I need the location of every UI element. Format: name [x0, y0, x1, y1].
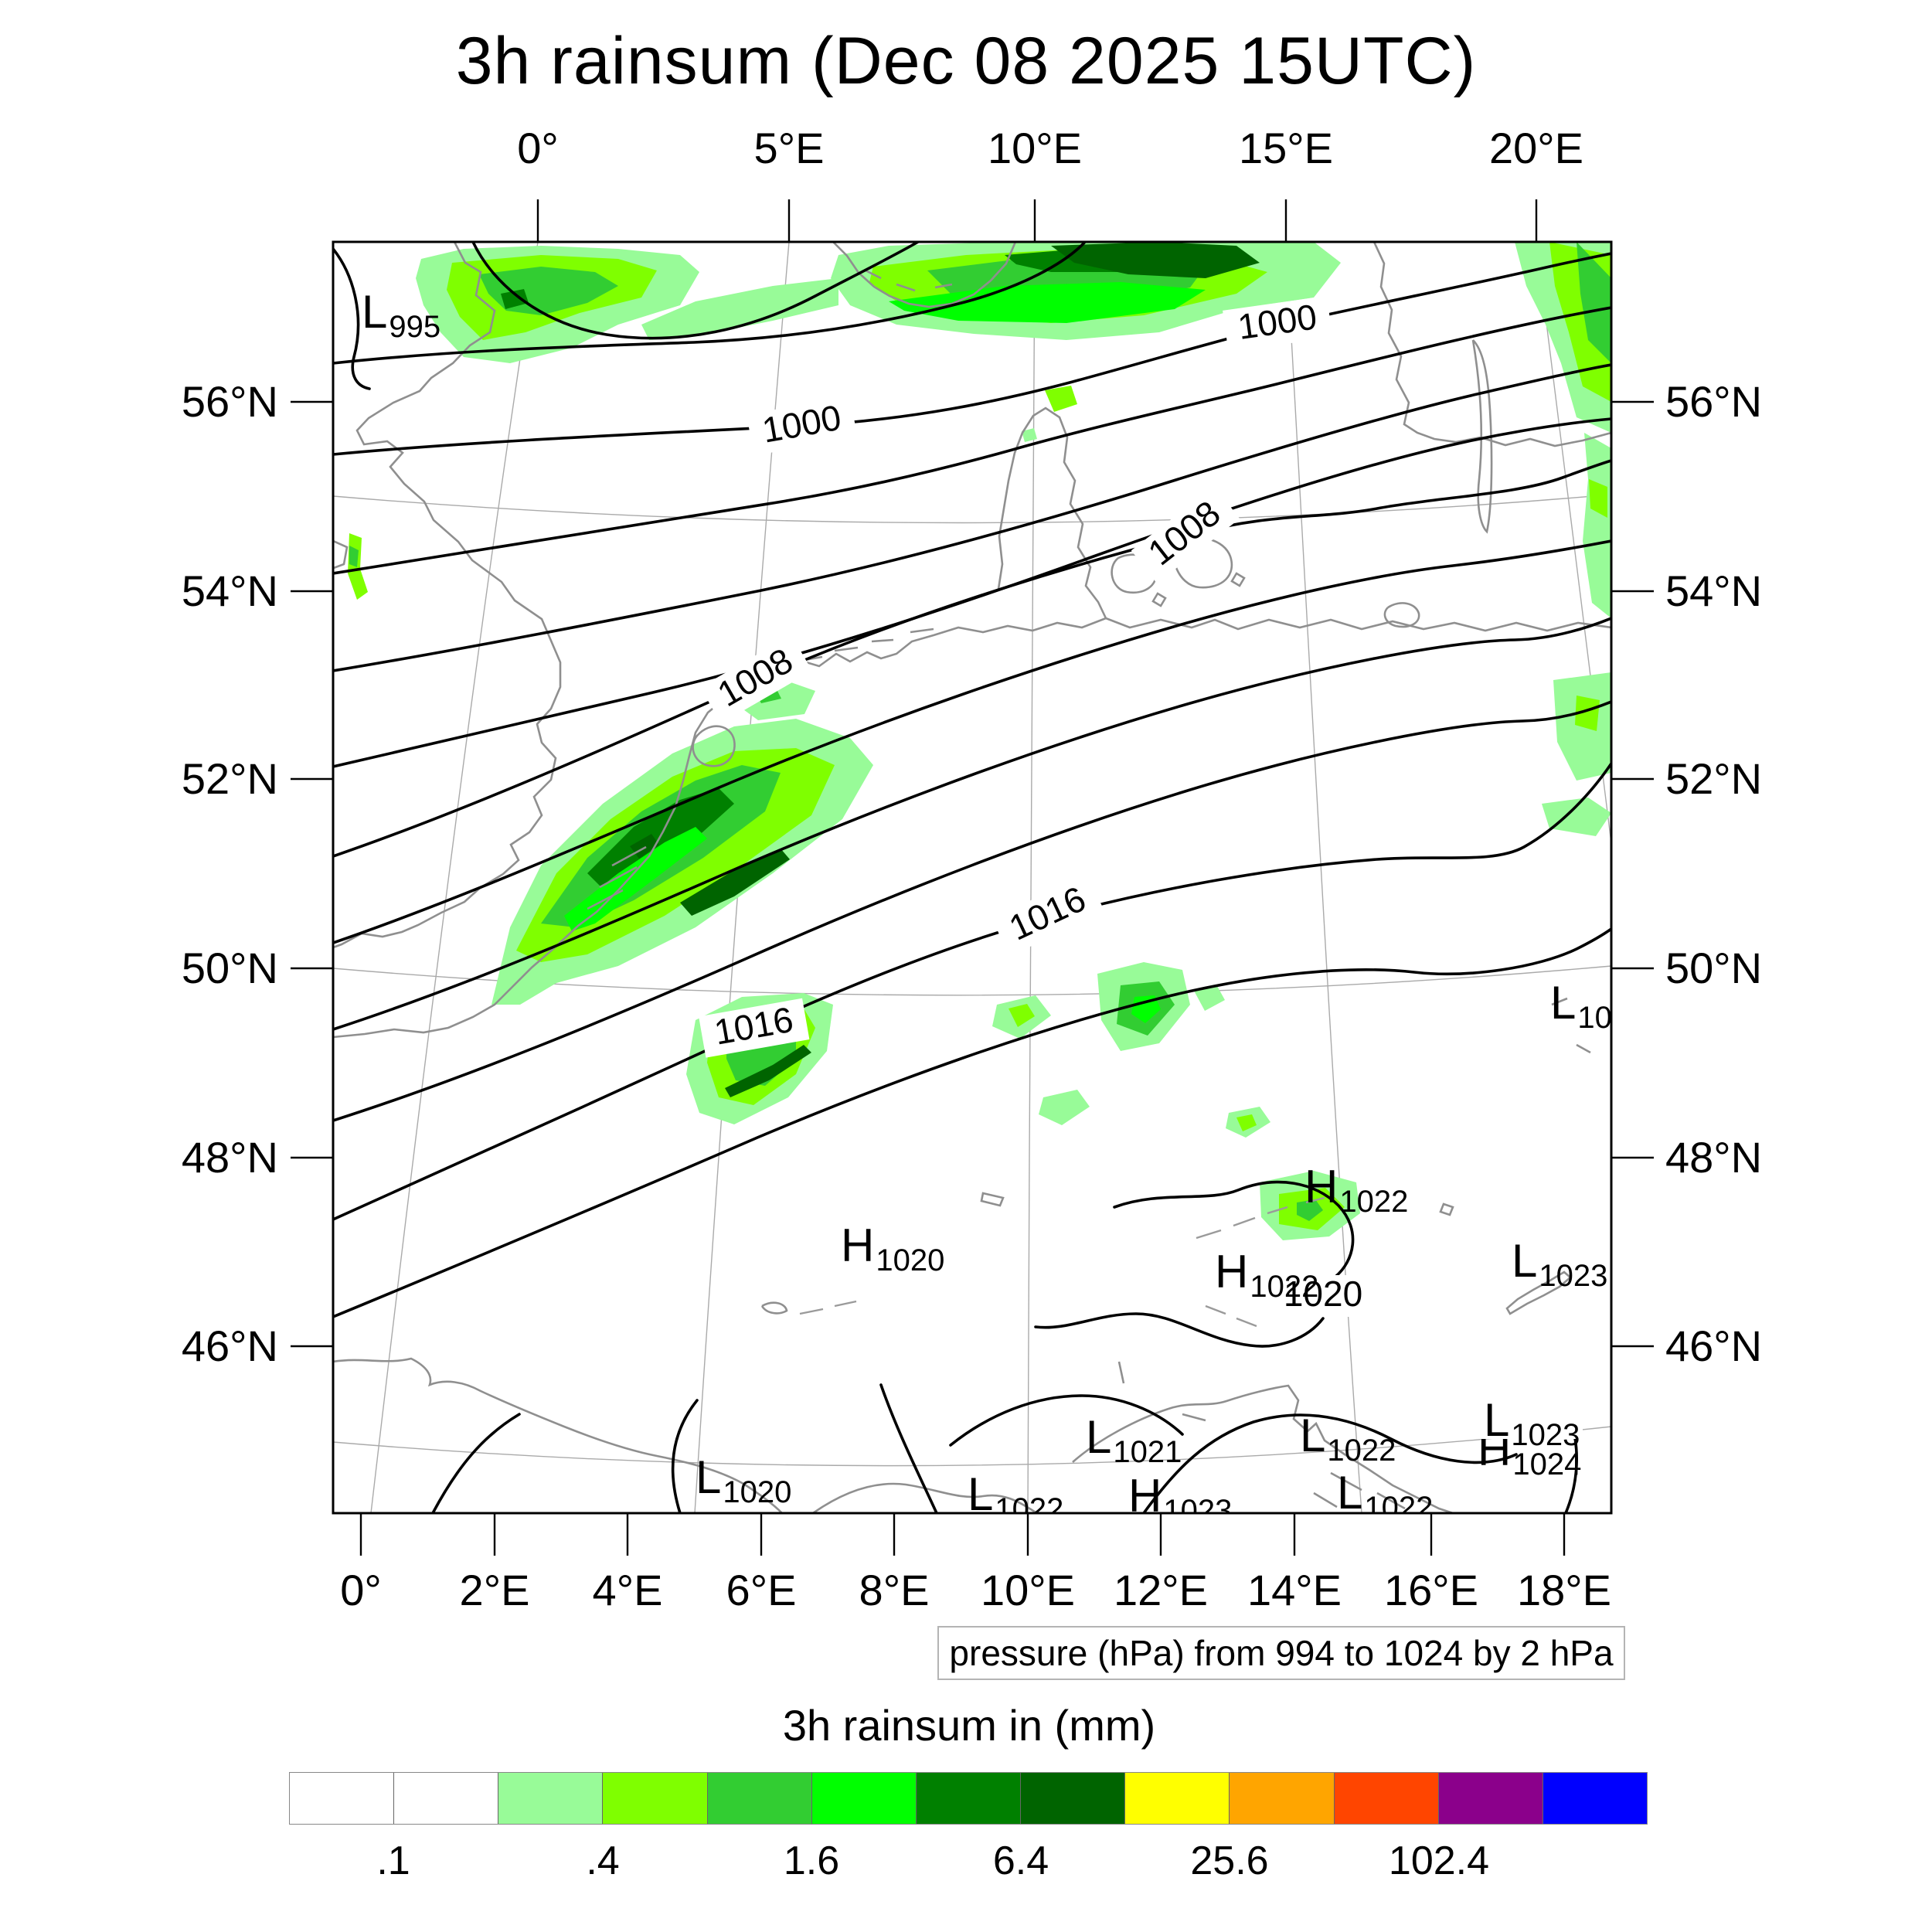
contour-label-1020: 1020: [1270, 1274, 1376, 1317]
colorbar-cell-12: [1543, 1773, 1648, 1824]
left-axis-label-56n: 56°N: [181, 377, 278, 426]
bottom-axis-label-2e: 2°E: [459, 1566, 530, 1614]
rainsum-colorbar: [289, 1772, 1648, 1825]
bottom-axis-label-14e: 14°E: [1247, 1566, 1342, 1614]
border-dashes: [799, 1196, 1325, 1328]
colorbar-label-102-4: 102.4: [1388, 1838, 1490, 1883]
colorbar-label-1-6: 1.6: [783, 1838, 840, 1883]
colorbar-cell-5: [811, 1773, 917, 1824]
left-axis-label-50n: 50°N: [181, 944, 278, 992]
bottom-axis-label-4e: 4°E: [592, 1566, 663, 1614]
right-axis-label-54n: 54°N: [1665, 566, 1763, 615]
high-1020: H1020: [841, 1219, 944, 1277]
right-axis-label-48n: 48°N: [1665, 1133, 1763, 1182]
contour-label-1008-a: 1008: [1131, 485, 1240, 583]
svg-text:1000: 1000: [759, 397, 844, 451]
svg-text:1020: 1020: [1284, 1274, 1362, 1314]
contour-label-1016-a: 1016: [992, 874, 1105, 957]
low-1022-clipped: L102: [1550, 977, 1629, 1035]
low-1023-a: L1023: [1512, 1235, 1607, 1293]
low-1023-b: L1023: [1484, 1394, 1580, 1452]
pressure-centers: L995 L102 H1020 H1022 H1022 L1023 H1024 …: [362, 286, 1629, 1528]
label-mask: [1467, 1400, 1583, 1439]
colorbar-cell-6: [916, 1773, 1022, 1824]
pressure-legend-note: pressure (hPa) from 994 to 1024 by 2 hPa: [937, 1626, 1625, 1680]
right-axis-label-52n: 52°N: [1665, 754, 1763, 803]
page-title: 3h rainsum (Dec 08 2025 15UTC): [455, 24, 1477, 98]
colorbar-label-0-1: .1: [376, 1838, 410, 1883]
right-axis-label-46n: 46°N: [1665, 1321, 1763, 1370]
axis-ticks: [291, 199, 1654, 1556]
low-1020: L1020: [696, 1451, 791, 1509]
colorbar-cell-11: [1438, 1773, 1543, 1824]
low-1022-c: L1022: [968, 1468, 1063, 1526]
left-axis-label-46n: 46°N: [181, 1321, 278, 1370]
left-axis-label-54n: 54°N: [181, 566, 278, 615]
left-axis-label-52n: 52°N: [181, 754, 278, 803]
top-axis-label-20e: 20°E: [1488, 124, 1584, 172]
colorbar-cell-3: [603, 1773, 708, 1824]
contour-label-1000-b: 1000: [747, 396, 858, 456]
high-1022-a: H1022: [1304, 1161, 1408, 1219]
colorbar-cell-10: [1334, 1773, 1439, 1824]
colorbar-cell-4: [707, 1773, 812, 1824]
high-1023: H1023: [1128, 1470, 1232, 1528]
high-1022-b: H1022: [1215, 1246, 1318, 1304]
top-axis-label-5e: 5°E: [753, 124, 825, 172]
low-1022-a: L1022: [1300, 1410, 1396, 1468]
colorbar-cell-2: [498, 1773, 604, 1824]
low-1022-b: L1022: [1337, 1467, 1433, 1525]
top-axis-label-15e: 15°E: [1238, 124, 1334, 172]
contour-label-1016-b: 1016: [699, 998, 810, 1058]
colorbar-label-0-4: .4: [586, 1838, 620, 1883]
right-axis-label-56n: 56°N: [1665, 377, 1763, 426]
bottom-axis-label-8e: 8°E: [859, 1566, 930, 1614]
colorbar-cell-7: [1021, 1773, 1126, 1824]
top-axis-label-0: 0°: [517, 124, 559, 172]
colorbar-label-25-6: 25.6: [1190, 1838, 1269, 1883]
bottom-axis-label-6e: 6°E: [726, 1566, 797, 1614]
colorbar-label-6-4: 6.4: [992, 1838, 1049, 1883]
right-axis-label-50n: 50°N: [1665, 944, 1763, 992]
colorbar-cell-1: [394, 1773, 499, 1824]
colorbar-cell-9: [1230, 1773, 1335, 1824]
top-axis-label-10e: 10°E: [987, 124, 1083, 172]
colorbar-cell-8: [1125, 1773, 1230, 1824]
left-axis-label-48n: 48°N: [181, 1133, 278, 1182]
bottom-axis-label-18e: 18°E: [1516, 1566, 1612, 1614]
rain-patches: [348, 242, 1611, 1240]
low-995: L995: [362, 286, 440, 344]
bottom-axis-label-0: 0°: [340, 1566, 382, 1614]
bottom-axis-label-12e: 12°E: [1113, 1566, 1209, 1614]
map-frame: [332, 240, 1613, 1515]
colorbar-title: 3h rainsum in (mm): [782, 1701, 1156, 1750]
bottom-axis-label-10e: 10°E: [980, 1566, 1076, 1614]
contour-label-1000-a: 1000: [1223, 295, 1333, 352]
bottom-axis-label-16e: 16°E: [1383, 1566, 1479, 1614]
colorbar-cell-0: [290, 1773, 395, 1824]
map-content: 1000 1000 1008 1008 1016: [333, 242, 1629, 1528]
low-1021: L1021: [1086, 1411, 1182, 1469]
coastlines: [333, 242, 1611, 1513]
